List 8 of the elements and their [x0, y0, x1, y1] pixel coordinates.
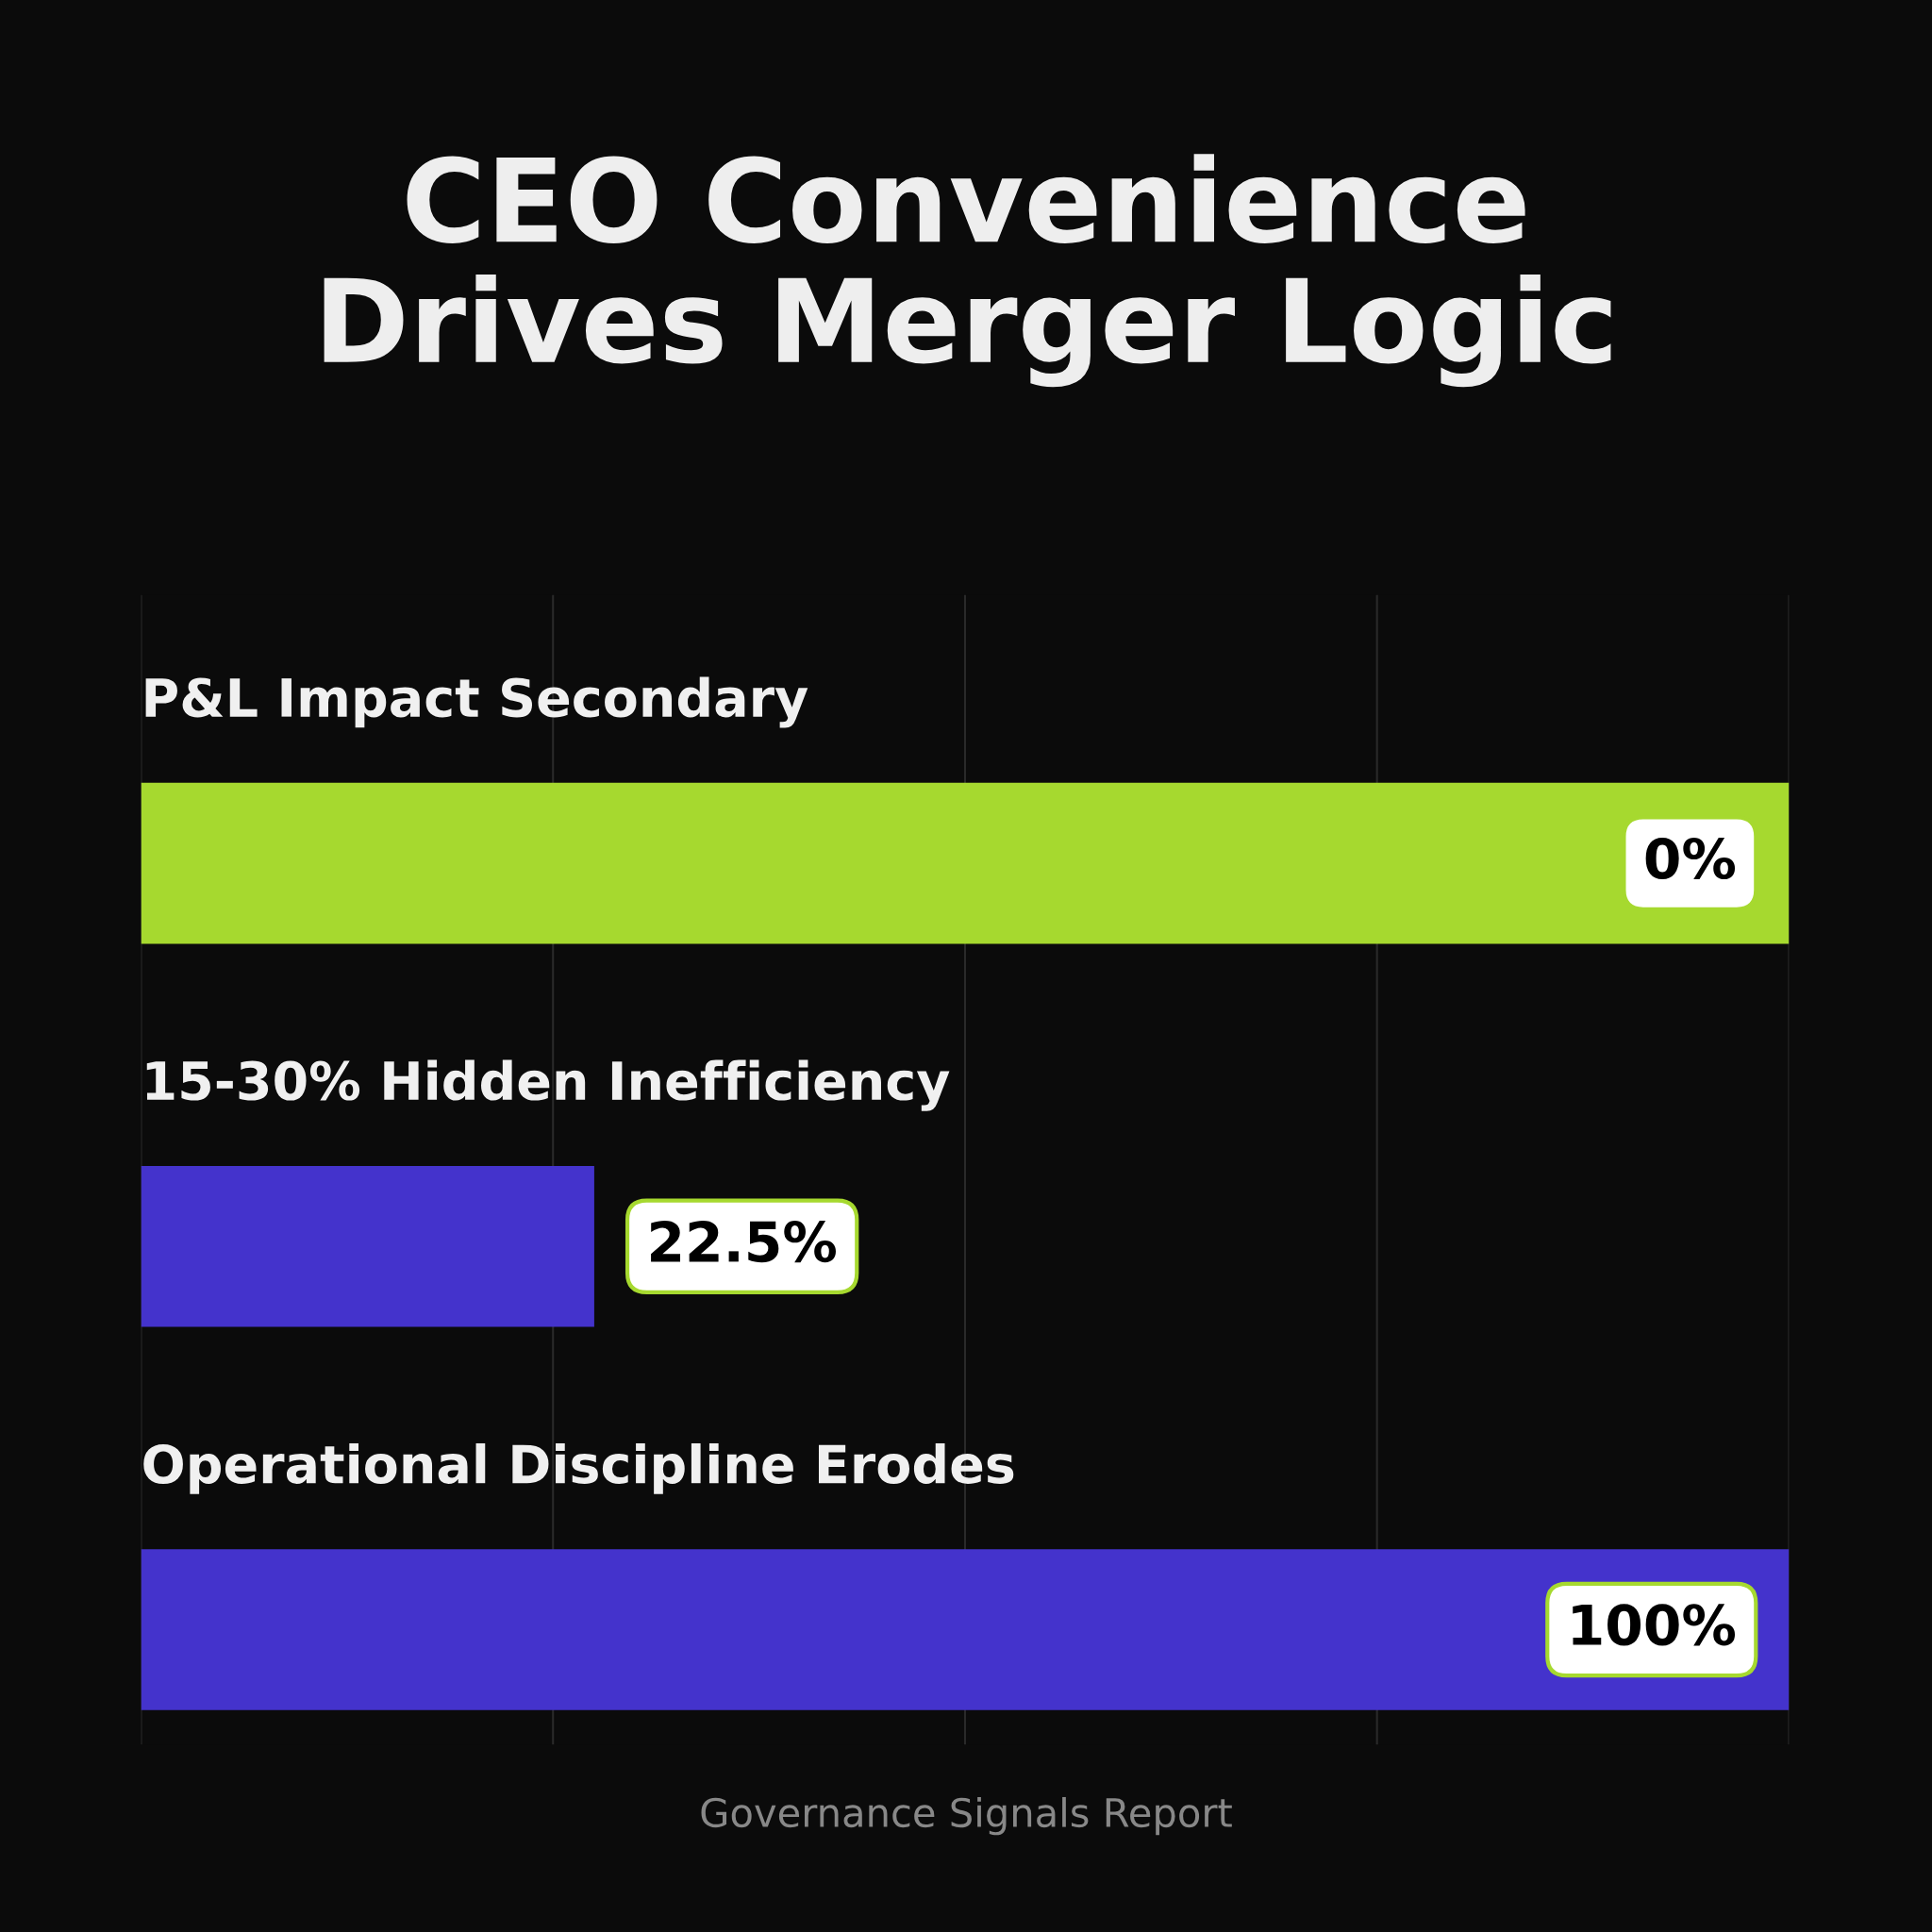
chart-title: CEO Convenience Drives Merger Logic — [324, 154, 1611, 388]
text: Governance Signals Report — [701, 1796, 1232, 1836]
annotation: 100% — [1573, 1604, 1736, 1646]
annotation: 22.5% — [651, 1221, 836, 1263]
annotation: 0% — [1645, 837, 1736, 880]
y-tick-label: 15-30% Hidden Inefficiency — [146, 1059, 950, 1111]
y-tick-label: Operational Discipline Erodes — [143, 1443, 1014, 1494]
y-tick-label: P&L Impact Secondary — [145, 676, 808, 728]
